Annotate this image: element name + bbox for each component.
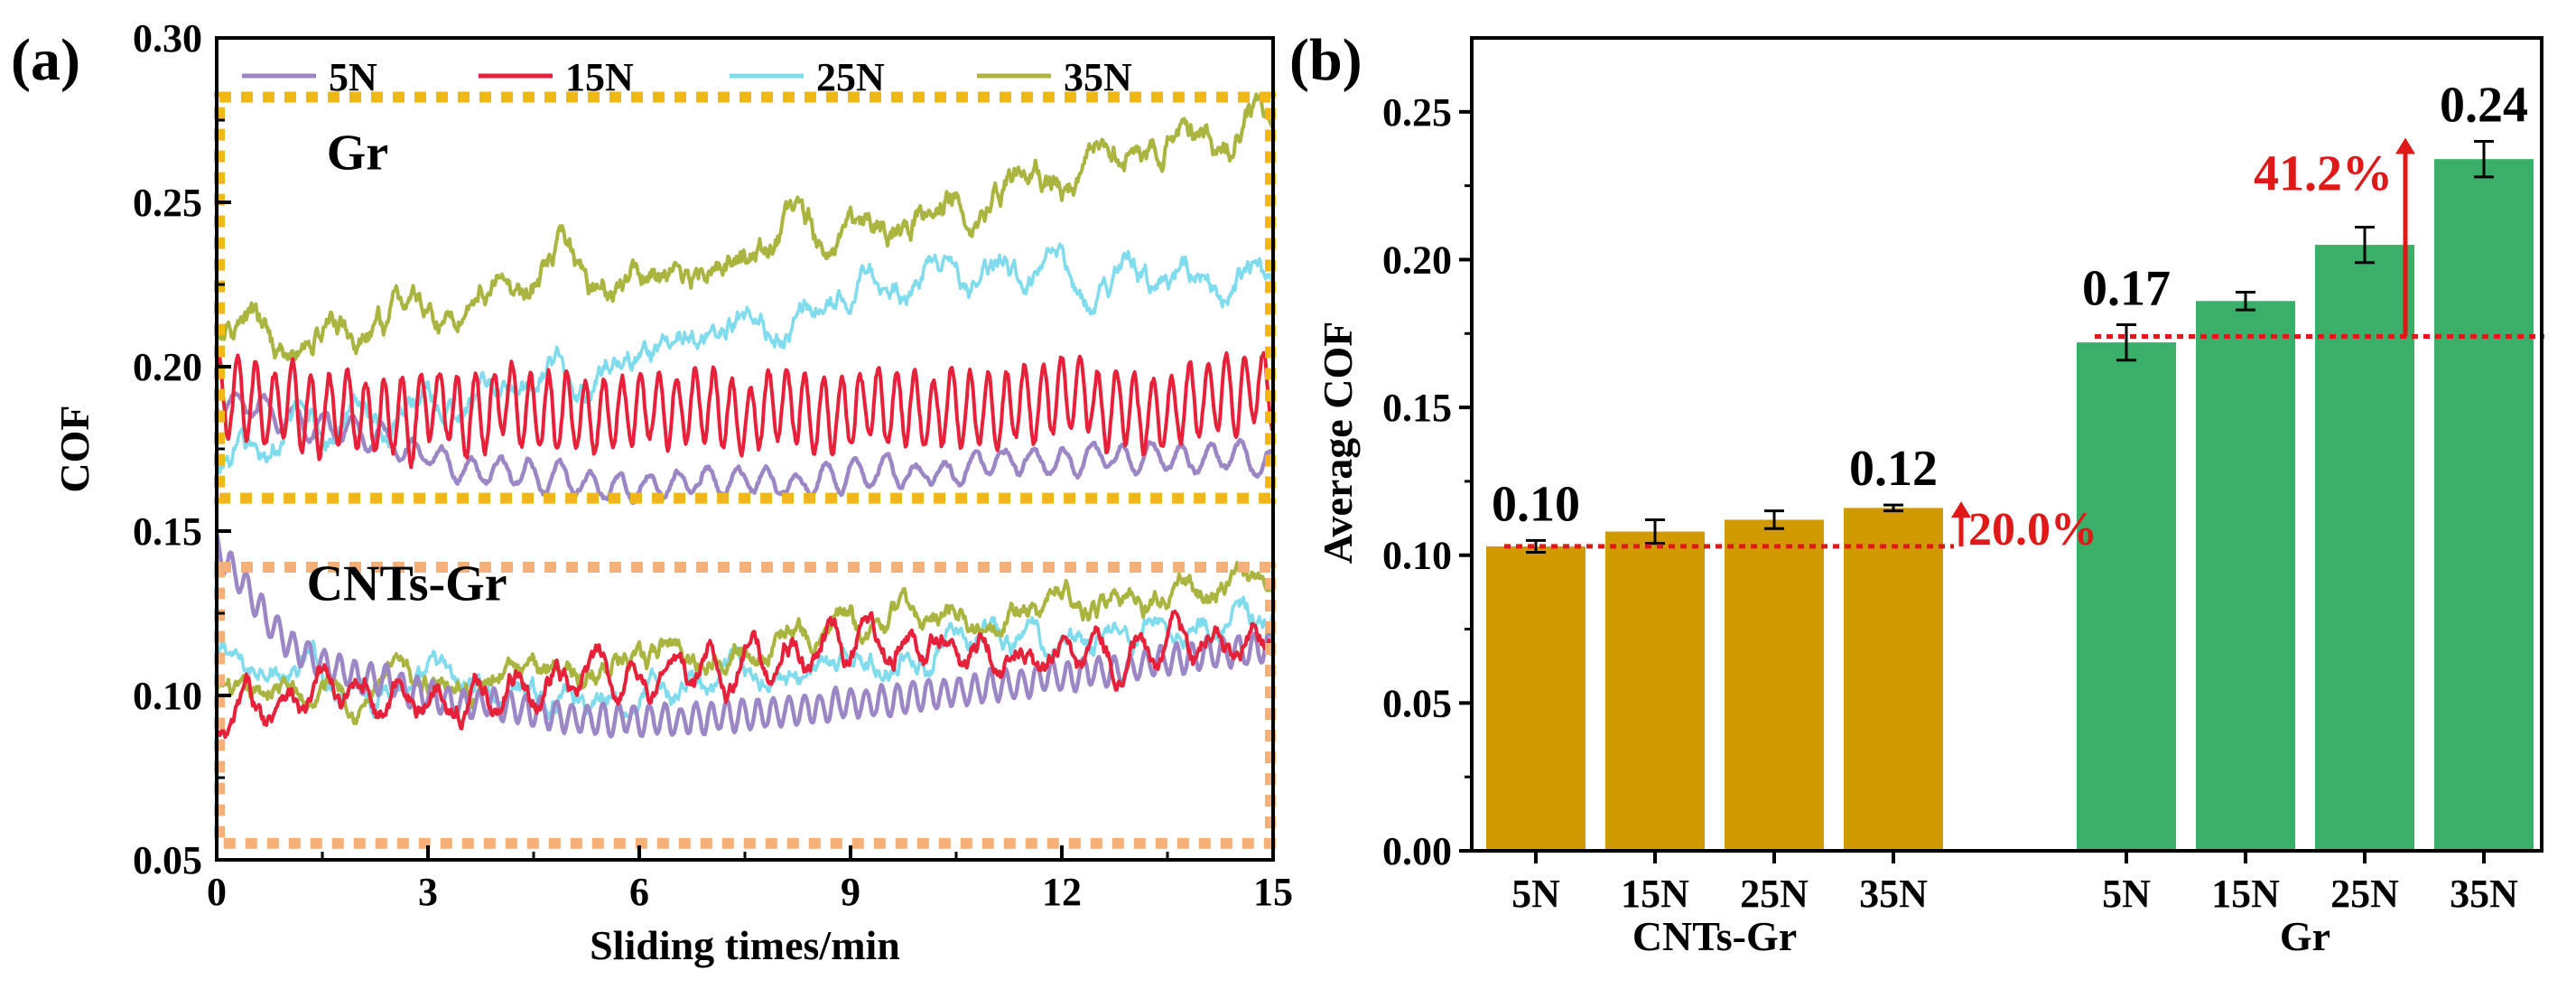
y-tick-label: 0.25 (1382, 90, 1452, 135)
bar-gr-25n (2315, 245, 2414, 851)
panel-b: (b) 0.10 0.12 0.17 0.24 20.0% 41.2% 5N 15N 25N 3… (1289, 27, 2544, 959)
increase-label-cnts-gr: 20.0% (1968, 504, 2097, 555)
x-tick-label: 12 (1042, 870, 1082, 914)
panel-b-axes: 5N 15N 25N 35N CNTs-Gr 5N 15N 25N 35N Gr 0.00 0.05 0… (1382, 90, 2518, 959)
panel-a-label: (a) (11, 27, 80, 93)
group-label-cnts-gr: CNTs-Gr (307, 555, 507, 611)
x-category-label: 25N (1740, 872, 1809, 916)
y-tick-label: 0.00 (1382, 829, 1452, 873)
x-category-label: 5N (1511, 872, 1560, 916)
panel-b-plot-frame (1470, 36, 2543, 853)
x-group-label-gr: Gr (2280, 913, 2330, 959)
y-tick-label: 0.20 (133, 345, 202, 389)
x-category-label: 35N (1859, 872, 1928, 916)
bar-gr-15n (2196, 301, 2295, 852)
y-tick-label: 0.10 (1382, 534, 1452, 578)
legend-label-5n: 5N (329, 55, 377, 99)
group-box-gr (214, 91, 1276, 504)
panel-b-y-axis-label: Average COF (1315, 322, 1361, 564)
bar-cnts-gr-35n (1844, 508, 1943, 851)
y-tick-label: 0.20 (1382, 238, 1452, 282)
x-category-label: 25N (2330, 872, 2399, 916)
y-tick-label: 0.05 (133, 838, 202, 882)
legend-label-25n: 25N (816, 55, 885, 99)
y-tick-label: 0.10 (133, 674, 202, 718)
y-tick-label: 0.15 (133, 509, 202, 554)
line-series-gr-35n (215, 92, 1275, 362)
x-category-label: 35N (2450, 872, 2518, 916)
x-category-label: 15N (1621, 872, 1689, 916)
x-category-label: 5N (2102, 872, 2151, 916)
panel-a-axes: 0 3 6 9 12 15 0.05 0.10 0.15 0.20 0.25 0.30 (133, 16, 1293, 914)
x-tick-label: 3 (418, 870, 438, 914)
data-label-cnts-gr-5n: 0.10 (1492, 476, 1580, 532)
increase-label-gr: 41.2% (2254, 146, 2393, 202)
bar-cnts-gr-5n (1486, 546, 1586, 851)
x-tick-label: 9 (841, 870, 860, 914)
panel-a-annotations: Gr CNTs-Gr (307, 126, 507, 612)
data-label-cnts-gr-35n: 0.12 (1849, 441, 1938, 497)
panel-a-x-axis-label: Sliding times/min (590, 922, 900, 968)
data-label-gr-35n: 0.24 (2440, 78, 2528, 134)
y-tick-label: 0.05 (1382, 681, 1452, 725)
line-series-gr-15n (215, 350, 1275, 470)
panel-a-y-axis-label: COF (51, 405, 98, 492)
data-label-gr-5n: 0.17 (2082, 260, 2171, 316)
x-category-label: 15N (2211, 872, 2280, 916)
increase-arrow-head (2395, 137, 2415, 154)
group-label-gr: Gr (327, 126, 388, 182)
panel-a-group-boxes (214, 91, 1276, 849)
bar-cnts-gr-25n (1725, 519, 1824, 851)
group-box-cnts-gr (214, 562, 1276, 849)
panel-a-series (214, 92, 1276, 740)
panel-b-annotations: 0.10 0.12 0.17 0.24 20.0% 41.2% (1492, 78, 2544, 555)
x-group-label-cnts-gr: CNTs-Gr (1632, 913, 1797, 959)
x-tick-label: 15 (1253, 870, 1293, 914)
panel-b-bars (1486, 140, 2534, 852)
line-series-gr-25n (215, 242, 1275, 475)
legend-label-15n: 15N (565, 55, 634, 99)
legend-label-35n: 35N (1064, 55, 1132, 99)
panel-a: (a) 0 3 6 9 12 15 0.05 0.10 0.15 0.20 0.25 0.30 5N 1… (11, 16, 1293, 968)
x-tick-label: 0 (207, 870, 227, 914)
line-series-cnts-gr-15n (215, 609, 1275, 740)
panel-b-label: (b) (1289, 27, 1362, 93)
bar-gr-5n (2077, 342, 2176, 851)
y-tick-label: 0.30 (133, 16, 202, 61)
bar-cnts-gr-15n (1605, 531, 1705, 851)
x-tick-label: 6 (629, 870, 649, 914)
y-tick-label: 0.25 (133, 181, 202, 225)
increase-arrow-head (1951, 501, 1971, 518)
panel-a-legend: 5N 15N 25N 35N (242, 55, 1132, 99)
y-tick-label: 0.15 (1382, 386, 1452, 430)
bar-gr-35n (2434, 159, 2534, 851)
